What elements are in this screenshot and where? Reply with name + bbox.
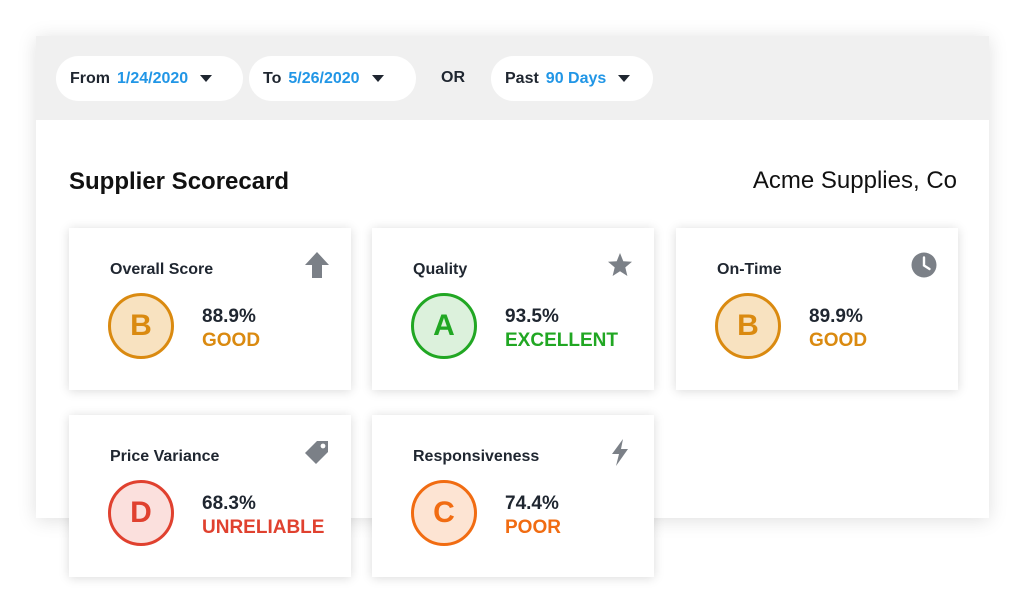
card-title: On-Time [717,261,782,278]
card-title: Quality [413,261,468,278]
date-filter-bar: From 1/24/2020 To 5/26/2020 OR Past 90 D… [36,36,989,120]
to-date-dropdown[interactable]: To 5/26/2020 [249,56,416,101]
score-rating: GOOD [202,330,261,351]
chevron-down-icon [200,75,213,82]
grade-badge: D [108,480,174,546]
page-title: Supplier Scorecard [69,168,290,195]
company-name: Acme Supplies, Co [752,167,957,194]
score-percent: 88.9% [202,306,256,327]
overall-score-card[interactable]: Overall Score B 88.9% GOOD [69,228,351,390]
on-time-card[interactable]: On-Time B 89.9% GOOD [676,228,958,390]
past-period-dropdown[interactable]: Past 90 Days [491,56,653,101]
grade-badge: B [108,293,174,359]
score-rating: UNRELIABLE [202,517,325,538]
from-date-dropdown[interactable]: From 1/24/2020 [56,56,243,101]
grade-badge: A [411,293,477,359]
to-date-value: 5/26/2020 [288,69,360,87]
or-label: OR [441,69,465,86]
quality-card[interactable]: Quality A 93.5% EXCELLENT [372,228,654,390]
card-title: Responsiveness [413,448,540,465]
from-label: From [70,69,110,87]
card-title: Price Variance [110,448,220,465]
responsiveness-card[interactable]: Responsiveness C 74.4% POOR [372,415,654,577]
card-title: Overall Score [110,261,214,278]
clock-icon [911,252,937,278]
score-percent: 93.5% [505,306,559,327]
score-percent: 68.3% [202,493,256,514]
arrow-up-icon [305,252,329,278]
score-percent: 74.4% [505,493,559,514]
score-rating: GOOD [809,330,868,351]
grade-badge: B [715,293,781,359]
lightning-icon [612,439,628,466]
score-rating: EXCELLENT [505,330,618,351]
past-label: Past [505,69,539,87]
star-icon [608,253,632,276]
price-variance-card[interactable]: Price Variance D 68.3% UNRELIABLE [69,415,351,577]
from-date-value: 1/24/2020 [117,69,189,87]
to-label: To [263,69,282,87]
score-rating: POOR [505,517,561,538]
chevron-down-icon [371,75,384,82]
tag-icon [305,441,328,464]
grade-badge: C [411,480,477,546]
chevron-down-icon [618,75,631,82]
past-period-value: 90 Days [545,69,607,87]
score-percent: 89.9% [809,306,863,327]
